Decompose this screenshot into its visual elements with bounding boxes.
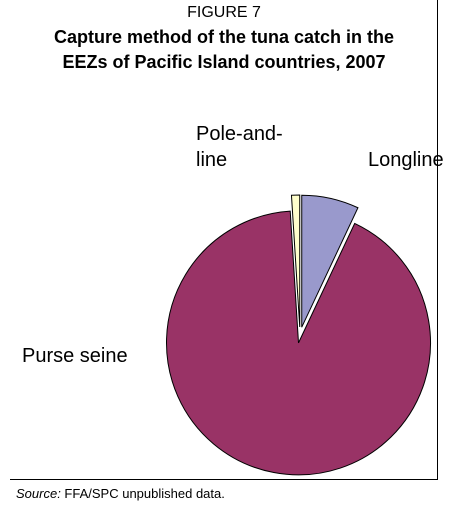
- chart-title-line-2: EEZs of Pacific Island countries, 2007: [62, 52, 386, 72]
- chart-title: Capture method of the tuna catch in the …: [10, 25, 438, 75]
- source-text: FFA/SPC unpublished data.: [60, 486, 225, 501]
- figure-frame: [10, 0, 438, 480]
- pie-slice-pole-and-line: [290, 194, 301, 328]
- source-prefix: Source:: [16, 486, 61, 501]
- figure-label: FIGURE 7: [187, 4, 261, 21]
- pie-label-pole-and-line: Pole-and-line: [196, 123, 283, 171]
- pie-label-purse-seine: Purse seine: [22, 345, 128, 367]
- pie-slice-longline: [301, 194, 359, 328]
- source-note: Source: FFA/SPC unpublished data.: [16, 486, 225, 501]
- pie-label-longline: Longline: [368, 149, 444, 171]
- chart-title-line-1: Capture method of the tuna catch in the: [53, 27, 394, 47]
- pie-slice-purse-seine: [166, 210, 431, 476]
